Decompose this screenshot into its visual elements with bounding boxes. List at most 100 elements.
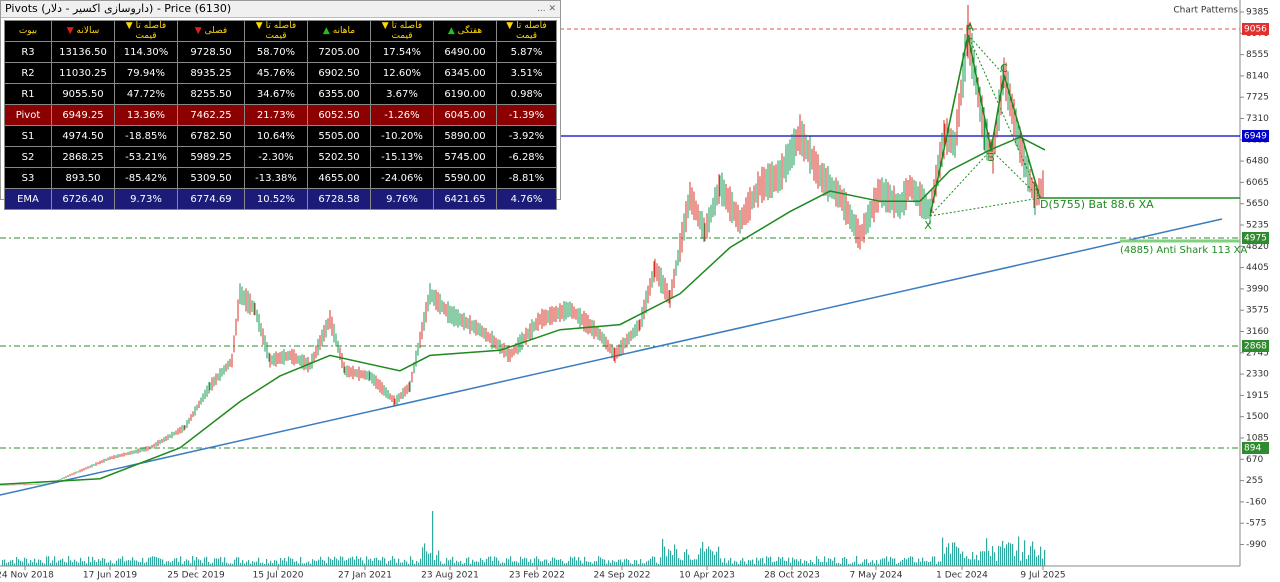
moving-average (0, 136, 1046, 486)
volume-bar (644, 563, 646, 566)
volume-bar (892, 558, 894, 566)
volume-bar (64, 561, 66, 566)
volume-bar (780, 558, 782, 566)
volume-bar (604, 559, 606, 566)
volume-bar (816, 556, 818, 566)
volume-bar (320, 556, 322, 566)
volume-bar (972, 552, 974, 566)
volume-bar (58, 560, 60, 566)
panel-controls[interactable]: ... ✕ (537, 4, 556, 14)
volume-bar (594, 561, 596, 566)
table-cell: S3 (4, 167, 52, 189)
volume-bar (988, 550, 990, 566)
volume-bar (1026, 558, 1028, 566)
header-cell: ▼ فصلی (177, 20, 245, 42)
volume-bar (982, 551, 984, 566)
volume-bar (610, 562, 612, 566)
header-text: بیوت (18, 26, 38, 36)
volume-bar (34, 558, 36, 566)
volume-bar (332, 560, 334, 566)
table-row: S2 2868.25 -53.21% 5989.25 -2.30% 5202.50 -15.… (4, 146, 557, 168)
volume-bar (512, 561, 514, 566)
volume-bar (344, 560, 346, 566)
volume-bar (578, 557, 580, 566)
volume-bar (798, 561, 800, 566)
volume-bar (624, 559, 626, 566)
volume-bar (750, 560, 752, 566)
volume-bar (514, 561, 516, 566)
volume-bar (42, 562, 44, 566)
volume-bar (944, 553, 946, 566)
table-cell: 6949.25 (51, 104, 115, 126)
volume-bar (898, 562, 900, 566)
table-cell: 5202.50 (307, 146, 371, 168)
volume-bar (206, 556, 208, 566)
volume-bar (304, 563, 306, 566)
pattern-dotted (929, 149, 992, 217)
table-cell: R2 (4, 62, 52, 84)
volume-bar (850, 563, 852, 566)
volume-bar (968, 558, 970, 566)
volume-bar (392, 556, 394, 566)
volume-bar (712, 551, 714, 566)
volume-bar (894, 558, 896, 566)
volume-bar (366, 556, 368, 566)
volume-bar (570, 556, 572, 566)
volume-bar (224, 557, 226, 566)
volume-bar (676, 549, 678, 566)
y-tick-label: 4405 (1246, 263, 1269, 273)
volume-bar (452, 556, 454, 566)
table-cell: 4974.50 (51, 125, 115, 147)
volume-bar (558, 559, 560, 566)
volume-bar (534, 558, 536, 566)
volume-bar (618, 559, 620, 566)
volume-bar (176, 558, 178, 566)
volume-bar (708, 546, 710, 566)
volume-bar (924, 561, 926, 566)
volume-bar (896, 563, 898, 566)
volume-bar (864, 559, 866, 566)
volume-bar (184, 561, 186, 566)
volume-bar (632, 563, 634, 566)
table-cell: 5505.00 (307, 125, 371, 147)
table-cell: 893.50 (51, 167, 115, 189)
volume-bar (862, 562, 864, 566)
volume-bar (1038, 554, 1040, 566)
volume-bar (724, 558, 726, 566)
header-cell: ▲ هفتگی (433, 20, 497, 42)
volume-bar (220, 557, 222, 566)
volume-bar (128, 560, 130, 566)
volume-bar (170, 562, 172, 566)
volume-bar (602, 559, 604, 566)
volume-bar (418, 562, 420, 566)
volume-bar (400, 562, 402, 566)
volume-bar (382, 556, 384, 566)
volume-bar (790, 562, 792, 566)
volume-bar (518, 562, 520, 566)
volume-bar (302, 563, 304, 566)
volume-bar (70, 560, 72, 566)
volume-bar (502, 562, 504, 566)
volume-bar (1030, 546, 1032, 566)
volume-bar (912, 556, 914, 566)
volume-bar (76, 561, 78, 566)
volume-bar (688, 554, 690, 566)
volume-bar (484, 562, 486, 566)
chart-patterns[interactable]: Chart Patterns (1173, 6, 1238, 16)
y-tick-label: 5650 (1246, 199, 1269, 209)
price-tag-bg (1242, 232, 1269, 244)
table-cell: 0.98% (496, 83, 557, 105)
pattern-dotted (990, 149, 1041, 199)
y-tick-label: -160 (1246, 497, 1267, 507)
volume-bar (80, 557, 82, 566)
volume-bar (716, 551, 718, 566)
volume-bar (416, 560, 418, 566)
table-cell: 5.87% (496, 41, 557, 63)
volume-bar (194, 560, 196, 566)
volume-bar (576, 560, 578, 566)
volume-bar (198, 559, 200, 566)
volume-bar (72, 562, 74, 566)
volume-bar (96, 562, 98, 566)
trend-line (0, 218, 1223, 496)
volume-bar (782, 557, 784, 566)
